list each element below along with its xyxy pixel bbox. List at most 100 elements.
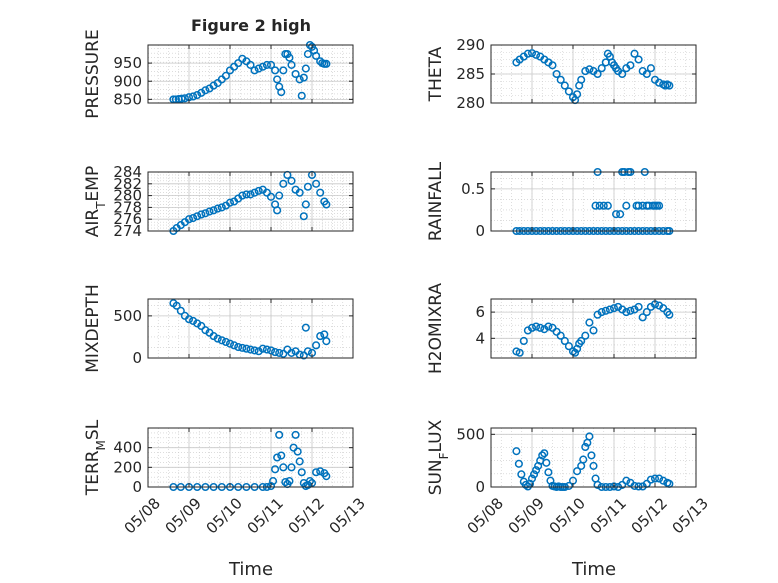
data-point [287,176,296,185]
x-axis-label-left: Time [228,559,273,580]
data-point [285,477,294,486]
data-point [540,449,549,458]
data-point [279,179,288,188]
data-point [634,302,643,311]
y-tick-label: 274 [113,222,142,240]
data-point [273,453,282,462]
data-point [532,466,541,475]
data-point [548,61,557,70]
data-point [593,69,602,79]
data-point [630,481,639,490]
y-tick-label: 284 [113,163,142,181]
axes-box [147,44,354,104]
data-point [532,322,541,331]
data-point [303,480,312,490]
axes-box [490,171,697,232]
data-point [301,200,310,209]
data-point [297,91,306,100]
data-point [581,67,590,76]
data-point [279,349,288,358]
y-tick-label: 278 [113,198,142,216]
data-point [599,201,608,210]
y-tick-label: 0.5 [461,180,485,198]
data-point [193,212,202,221]
data-point [517,470,526,479]
data-point [262,188,271,197]
data-point [322,337,331,346]
y-tick-label: 400 [113,439,142,457]
data-point [250,66,259,75]
data-point [221,337,230,347]
data-point [646,475,655,484]
data-point [612,210,621,219]
y-tick-label: 0 [475,222,485,240]
y-axis-label: MIXDEPTH [83,284,103,373]
data-point [201,209,210,218]
data-point [305,477,315,486]
data-point [205,207,214,216]
data-point [618,69,627,79]
panel-rainfall: 0 0.5 RAINFALL [426,161,697,241]
y-tick-label: 276 [113,210,142,228]
x-tick-label: 05/10 [546,494,589,537]
y-axis-label: H2OMIXRA [426,283,446,374]
x-tick-label: 05/11 [244,494,287,537]
data-point [316,467,325,476]
data-point [234,59,243,68]
data-point [597,308,606,317]
data-point [560,336,569,346]
data-point [266,481,276,491]
data-point [225,339,235,348]
data-point [605,305,614,314]
data-point [622,201,631,210]
axes-box [147,427,354,488]
data-point [634,201,643,210]
data-point [217,203,226,212]
data-point [523,49,532,58]
data-point [281,478,290,487]
data-point [593,480,602,489]
y-tick-label: 500 [456,425,485,443]
data-point [266,192,276,201]
data-point [303,182,312,191]
y-tick-label: 200 [113,458,142,476]
data-point [312,468,321,477]
data-point [665,310,674,319]
data-point [585,432,594,441]
y-axis-label: AIRTEMP [83,166,108,237]
data-point [618,480,627,489]
data-point [254,186,263,195]
data-point [665,81,674,90]
y-axis-label: RAINFALL [426,161,446,241]
grid [147,171,354,232]
data-point [299,73,308,82]
data-point [250,346,259,355]
y-tick-label: 0 [132,349,142,367]
data-point [519,336,528,346]
data-point [301,323,310,332]
data-point [530,470,539,479]
y-tick-label: 282 [113,175,142,193]
data-point [571,348,580,357]
data-point [655,474,664,483]
series-h2omixra [512,300,674,357]
data-point [184,315,194,324]
data-point [273,206,282,215]
y-axis-label: PRESSURE [83,29,103,118]
data-point [609,304,619,313]
data-point [538,451,547,460]
data-point [234,342,243,352]
data-point [556,331,565,340]
data-point [573,467,582,476]
panel-theta: 280 285 290 THETA [426,36,697,112]
y-tick-label: 280 [456,94,485,112]
data-point [238,191,247,200]
axes-box [147,171,354,232]
axes-box [147,298,354,359]
data-point [279,66,288,75]
y-tick-label: 6 [475,303,485,321]
data-point [221,71,230,80]
